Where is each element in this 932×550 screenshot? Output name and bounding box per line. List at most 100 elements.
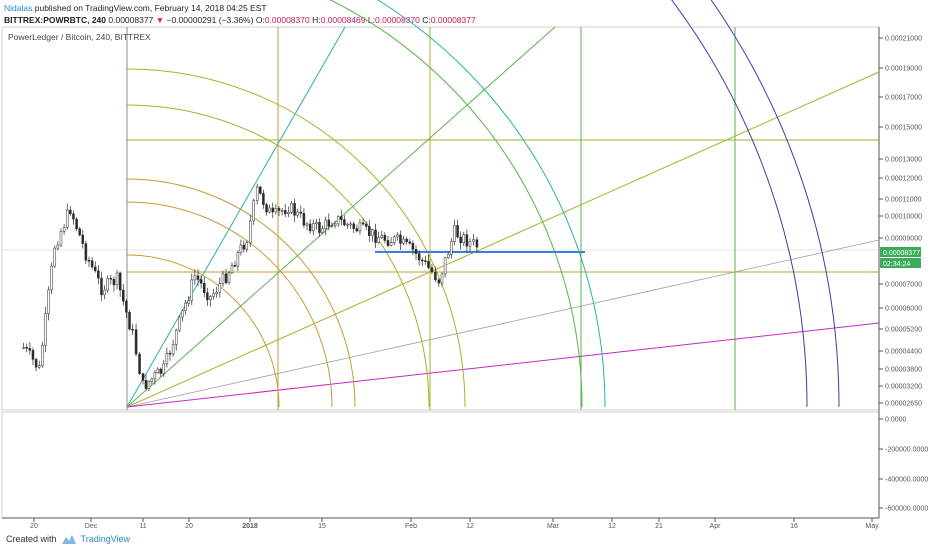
candle-body: [193, 275, 197, 281]
candle-body: [190, 279, 194, 301]
fan-line-1x2: [126, 71, 880, 408]
candle-body: [138, 353, 141, 374]
candle-body: [420, 259, 424, 262]
price-axis: 0.00021000 0.00019000 0.00017000 0.00015000…: [879, 36, 922, 408]
candle-body: [212, 293, 215, 297]
candle-body: [168, 352, 172, 355]
candle-body: [305, 223, 309, 226]
candle-body: [31, 350, 35, 360]
candle-body: [355, 228, 359, 232]
candle-body: [233, 265, 237, 267]
candle-body: [69, 209, 72, 215]
candle-body: [475, 239, 479, 248]
candle-body: [287, 212, 290, 214]
price-tick-label: 0.00011000: [885, 197, 922, 204]
gann-fan-drawings[interactable]: [2, 0, 880, 410]
publish-line: Nidalas published on TradingView.com, Fe…: [4, 3, 267, 13]
candle-body: [293, 203, 296, 216]
close-value: 0.00008377: [430, 15, 476, 25]
candle-body: [224, 273, 228, 283]
price-tick-label: 0.00012000: [885, 176, 922, 183]
countdown-badge: [880, 258, 921, 268]
candle-body: [430, 267, 434, 273]
candle-body: [44, 313, 47, 346]
candle-body: [399, 234, 402, 244]
candle-body: [81, 234, 85, 244]
candle-body: [134, 329, 138, 355]
author-link[interactable]: Nidalas: [4, 3, 33, 13]
candle-body: [408, 241, 412, 244]
candle-body: [453, 225, 456, 242]
candle-body: [147, 381, 151, 389]
candle-body: [97, 270, 100, 279]
price-tick-label: 0.00009000: [885, 236, 922, 243]
price-tick-label: 0.00003200: [885, 384, 922, 391]
candle-body: [283, 210, 287, 214]
symbol-ohlc-line: BITTREX:POWRBTC, 240 0.00008377 ▼ −0.000…: [4, 15, 476, 25]
candle-body: [218, 283, 222, 293]
candle-body: [221, 273, 225, 284]
time-tick-label: 12: [466, 523, 474, 530]
candle-body: [196, 275, 200, 280]
time-tick-label: 15: [318, 523, 326, 530]
candle-body: [333, 223, 337, 226]
change-value: −0.00000291 (−3.36%): [166, 15, 254, 25]
candle-body: [308, 223, 312, 232]
candle-body: [90, 260, 94, 268]
candle-body: [28, 347, 32, 351]
candle-body: [440, 273, 444, 284]
candle-body: [125, 300, 128, 313]
fan-arc: [376, 0, 606, 408]
candle-body: [414, 249, 418, 254]
candle-body: [450, 241, 453, 255]
candle-body: [371, 229, 374, 236]
candle-body: [25, 347, 28, 349]
candle-body: [424, 260, 427, 262]
fan-line-steep: [126, 26, 346, 408]
candle-body: [340, 216, 343, 220]
candle-body: [206, 292, 209, 301]
candle-body: [227, 272, 231, 283]
time-tick-label: 11: [139, 523, 146, 530]
high-value: 0.00008469: [320, 15, 366, 25]
candle-body: [324, 219, 327, 229]
fan-arc: [671, 0, 808, 408]
price-tick-label: 0.00021000: [885, 36, 922, 43]
symbol-label: BITTREX:POWRBTC, 240: [4, 15, 107, 25]
candle-body: [318, 222, 321, 233]
candle-body: [427, 260, 430, 268]
candle-body: [377, 237, 380, 243]
price-tick-label: 0.00017000: [885, 95, 922, 102]
candle-body: [252, 200, 255, 222]
time-tick-label: 20: [30, 523, 38, 530]
fan-line-gray: [126, 239, 880, 408]
candle-body: [389, 242, 393, 246]
time-tick-label: 20: [185, 523, 193, 530]
candle-body: [352, 223, 355, 229]
fan-arc: [126, 104, 430, 408]
fan-line-magenta: [126, 322, 880, 408]
time-tick-label: 16: [790, 523, 798, 530]
down-arrow-icon: ▼: [155, 15, 165, 25]
candle-body: [128, 312, 131, 330]
candle-body: [156, 368, 160, 374]
candle-body: [296, 211, 299, 216]
price-tick-label: 0.00002650: [885, 401, 922, 408]
countdown-badge-text: 02:34:24: [883, 261, 910, 268]
candle-body: [150, 378, 154, 382]
fan-arc: [126, 254, 280, 408]
candle-body: [321, 228, 324, 233]
candle-body: [336, 216, 340, 225]
candle-body: [65, 209, 69, 228]
tradingview-link[interactable]: TradingView: [80, 534, 131, 544]
candle-body: [245, 242, 249, 250]
candle-body: [174, 329, 178, 345]
candle-body: [100, 277, 103, 296]
candle-body: [178, 316, 181, 331]
candlestick-series: [22, 183, 479, 392]
time-tick-label: Apr: [710, 523, 722, 530]
candle-body: [215, 291, 218, 295]
candle-body: [302, 213, 306, 226]
pane-title: PowerLedger / Bitcoin, 240, BITTREX: [8, 32, 151, 42]
